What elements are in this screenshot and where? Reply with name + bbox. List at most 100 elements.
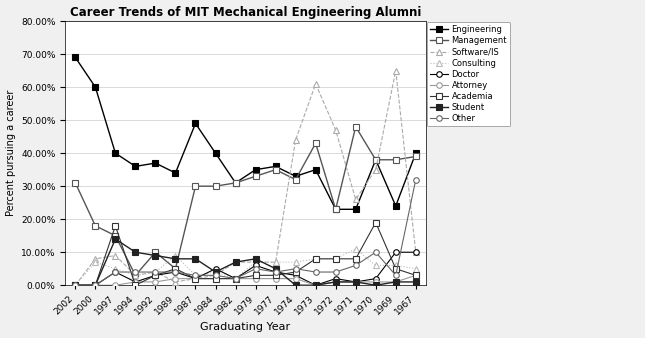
Management	[312, 141, 319, 145]
Y-axis label: Percent pursuing a career: Percent pursuing a career	[6, 90, 15, 216]
Engineering	[272, 164, 279, 168]
Software/IS	[352, 197, 359, 201]
Consulting	[152, 270, 159, 274]
Line: Student: Student	[72, 236, 419, 289]
Attorney	[72, 283, 79, 287]
Other	[212, 273, 219, 277]
Management	[392, 158, 400, 162]
Student	[352, 280, 359, 284]
Attorney	[352, 280, 359, 284]
Attorney	[392, 280, 400, 284]
Academia	[272, 273, 279, 277]
Engineering	[312, 168, 319, 172]
Software/IS	[412, 250, 420, 254]
Doctor	[152, 273, 159, 277]
Management	[232, 181, 239, 185]
Other	[412, 177, 420, 182]
Attorney	[292, 276, 299, 281]
Consulting	[272, 260, 279, 264]
Doctor	[212, 267, 219, 271]
Consulting	[312, 257, 319, 261]
Engineering	[192, 121, 199, 125]
Engineering	[332, 207, 339, 211]
Consulting	[192, 273, 199, 277]
Attorney	[372, 280, 380, 284]
Other	[252, 267, 259, 271]
Legend: Engineering, Management, Software/IS, Consulting, Doctor, Attorney, Academia, St: Engineering, Management, Software/IS, Co…	[426, 22, 510, 126]
Consulting	[392, 263, 400, 267]
Consulting	[332, 257, 339, 261]
Software/IS	[132, 273, 139, 277]
Doctor	[332, 276, 339, 281]
Student	[72, 283, 79, 287]
Attorney	[132, 280, 139, 284]
Management	[292, 177, 299, 182]
Attorney	[412, 273, 420, 277]
Engineering	[112, 151, 119, 155]
Doctor	[192, 276, 199, 281]
Attorney	[192, 276, 199, 281]
Doctor	[412, 250, 420, 254]
Software/IS	[332, 128, 339, 132]
Academia	[192, 276, 199, 281]
Academia	[92, 283, 99, 287]
Consulting	[72, 283, 79, 287]
Academia	[392, 267, 400, 271]
Academia	[332, 257, 339, 261]
Management	[72, 181, 79, 185]
Doctor	[112, 270, 119, 274]
Engineering	[252, 168, 259, 172]
Student	[192, 257, 199, 261]
Engineering	[212, 151, 219, 155]
Software/IS	[92, 257, 99, 261]
Attorney	[212, 276, 219, 281]
Attorney	[312, 283, 319, 287]
Academia	[312, 257, 319, 261]
Other	[272, 270, 279, 274]
Student	[332, 280, 339, 284]
Academia	[232, 276, 239, 281]
Software/IS	[252, 260, 259, 264]
Student	[272, 267, 279, 271]
Engineering	[292, 174, 299, 178]
Engineering	[92, 85, 99, 89]
Doctor	[272, 270, 279, 274]
Attorney	[232, 276, 239, 281]
Management	[272, 168, 279, 172]
Student	[392, 280, 400, 284]
Engineering	[372, 158, 380, 162]
Management	[112, 234, 119, 238]
Academia	[172, 267, 179, 271]
Consulting	[212, 270, 219, 274]
Software/IS	[392, 69, 400, 73]
Line: Software/IS: Software/IS	[73, 68, 419, 288]
Doctor	[292, 273, 299, 277]
Attorney	[92, 283, 99, 287]
Consulting	[372, 263, 380, 267]
Academia	[372, 220, 380, 224]
Other	[72, 283, 79, 287]
Doctor	[92, 283, 99, 287]
Consulting	[92, 260, 99, 264]
Academia	[352, 257, 359, 261]
Consulting	[232, 276, 239, 281]
Title: Career Trends of MIT Mechanical Engineering Alumni: Career Trends of MIT Mechanical Engineer…	[70, 5, 421, 19]
Student	[312, 283, 319, 287]
Management	[252, 174, 259, 178]
Engineering	[72, 55, 79, 59]
Line: Engineering: Engineering	[73, 55, 419, 212]
Other	[352, 263, 359, 267]
Software/IS	[312, 82, 319, 86]
Management	[372, 158, 380, 162]
X-axis label: Graduating Year: Graduating Year	[201, 322, 291, 333]
Academia	[112, 224, 119, 228]
Line: Consulting: Consulting	[73, 246, 419, 288]
Doctor	[72, 283, 79, 287]
Doctor	[392, 250, 400, 254]
Software/IS	[152, 270, 159, 274]
Student	[412, 280, 420, 284]
Other	[192, 273, 199, 277]
Student	[112, 237, 119, 241]
Student	[172, 257, 179, 261]
Software/IS	[212, 273, 219, 277]
